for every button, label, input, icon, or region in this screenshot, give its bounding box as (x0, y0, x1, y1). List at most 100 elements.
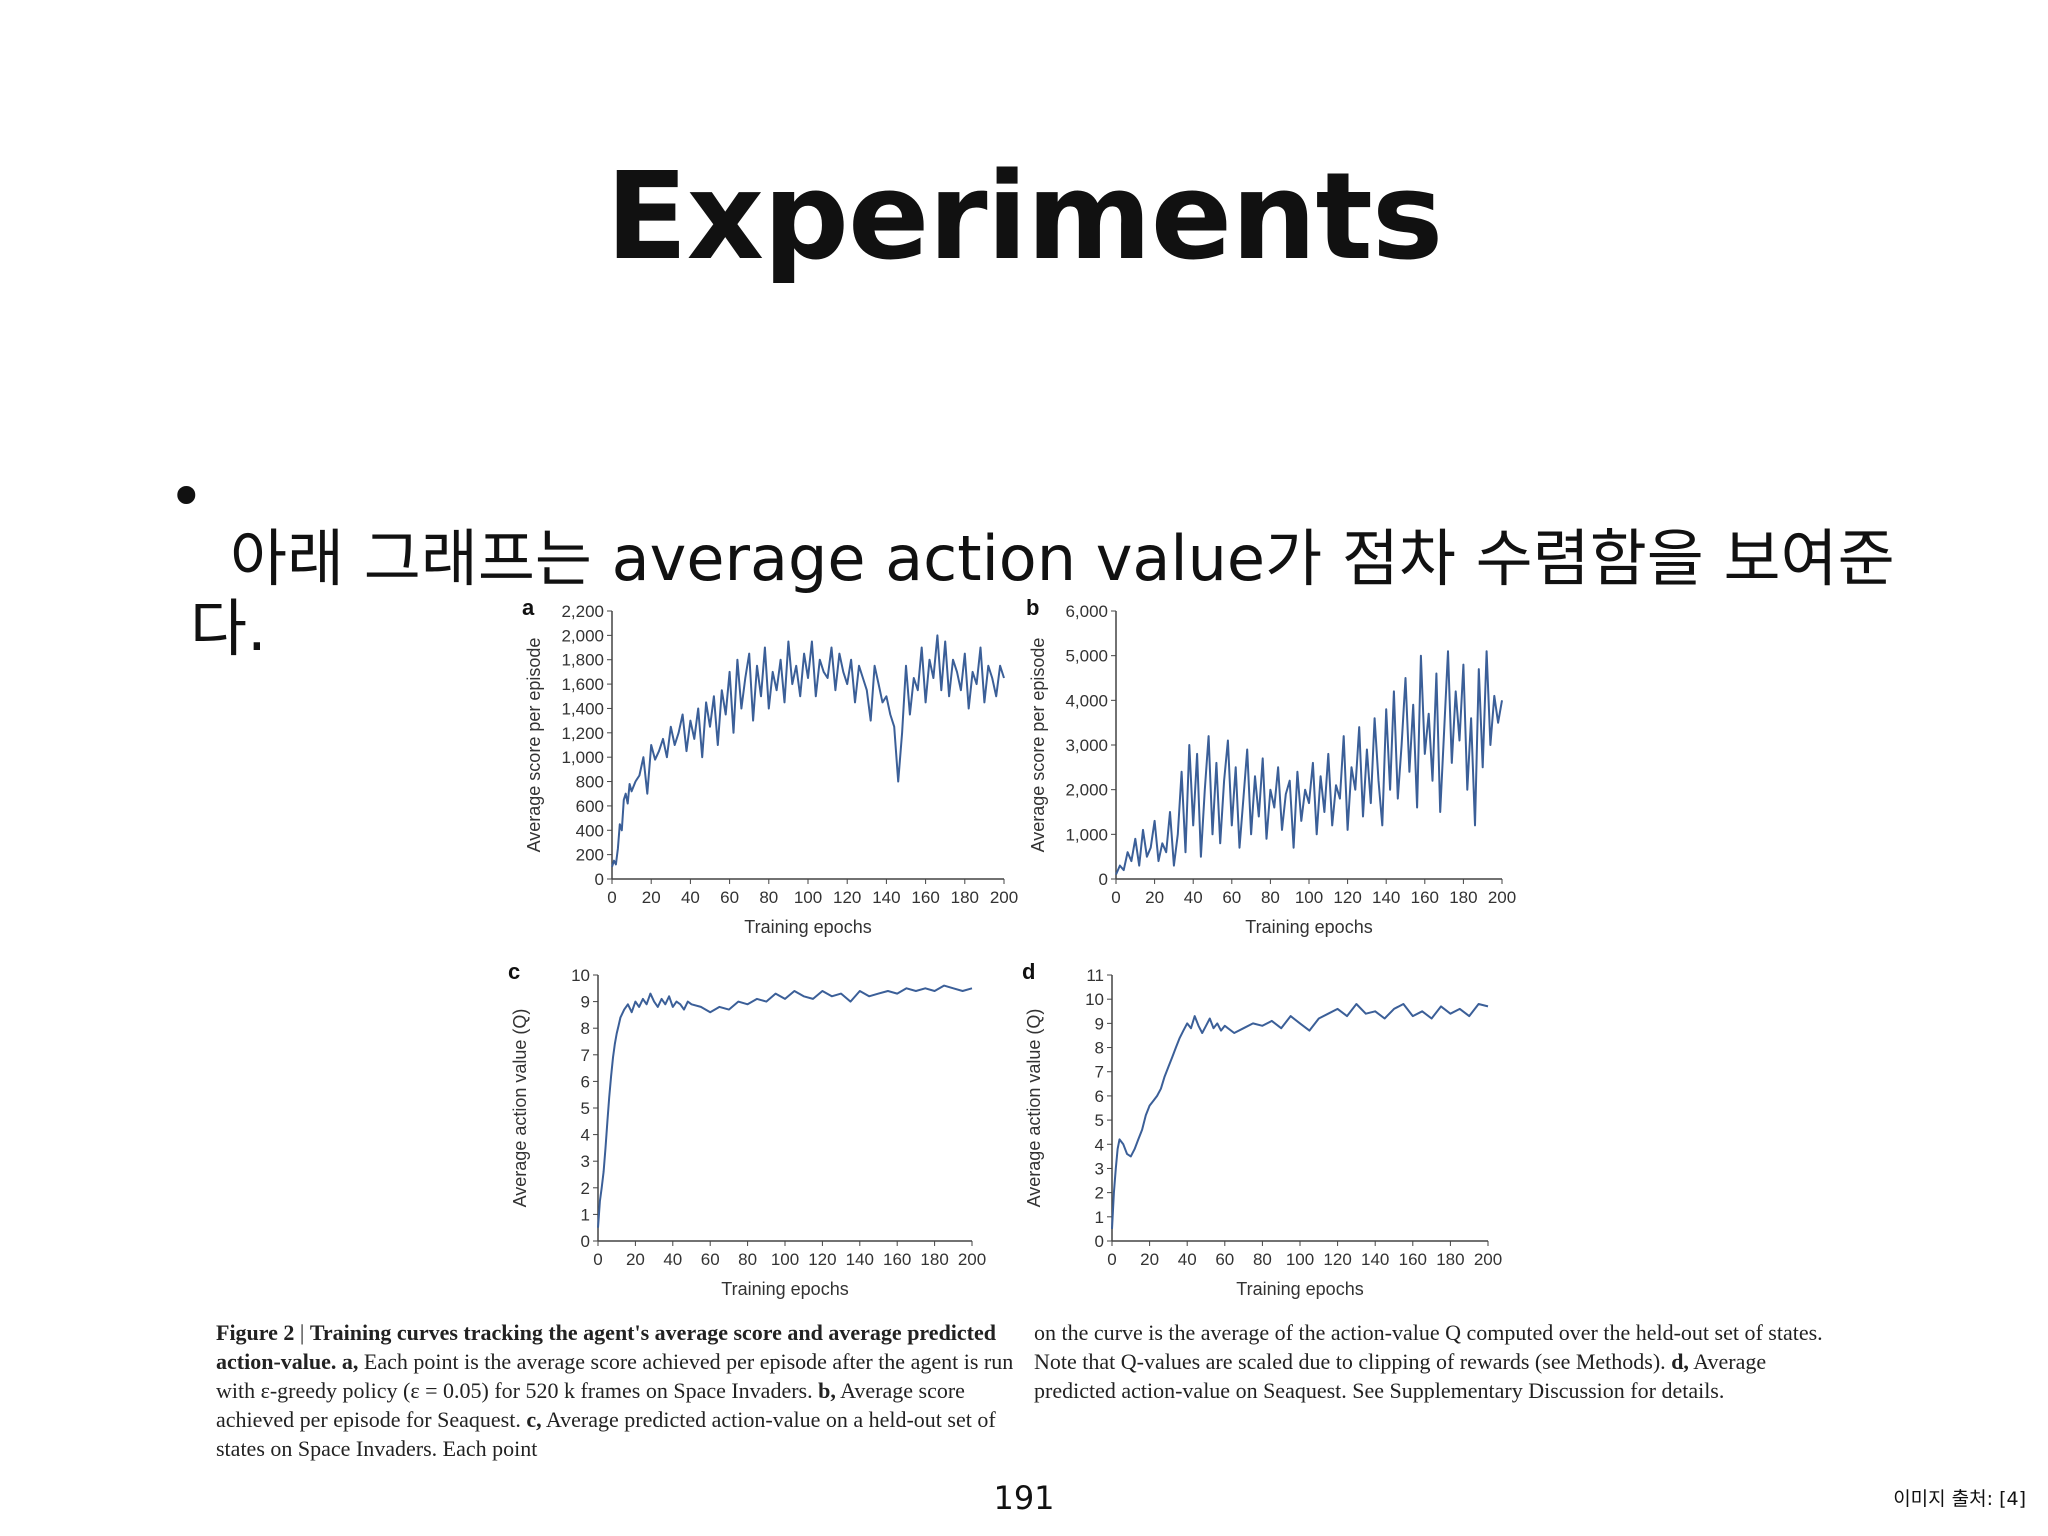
y-tick-label-c: 4 (581, 1126, 590, 1145)
x-axis-title-d: Training epochs (1236, 1279, 1363, 1299)
x-tick-label-b: 120 (1333, 888, 1361, 907)
caption-figure-label: Figure 2 (216, 1320, 295, 1345)
x-tick-label-c: 120 (808, 1250, 836, 1269)
y-tick-label-a: 1,800 (561, 651, 604, 670)
x-tick-label-d: 80 (1253, 1250, 1272, 1269)
x-tick-label-b: 80 (1261, 888, 1280, 907)
x-tick-label-a: 140 (872, 888, 900, 907)
caption-c-text-continued: on the curve is the average of the actio… (1034, 1320, 1823, 1374)
bullet-text: 아래 그래프는 average action value가 점차 수렴함을 보여… (190, 522, 1895, 665)
x-tick-label-a: 0 (607, 888, 616, 907)
caption-bold-intro: Training curves tracking the agent's ave… (216, 1320, 997, 1374)
x-tick-label-b: 100 (1295, 888, 1323, 907)
bullet-dot: • (168, 460, 205, 533)
y-tick-label-a: 600 (576, 797, 604, 816)
series-line-d (1111, 1003, 1489, 1229)
y-tick-label-c: 1 (581, 1205, 590, 1224)
x-tick-label-c: 60 (701, 1250, 720, 1269)
y-tick-label-a: 800 (576, 773, 604, 792)
caption-d-text: Average predicted action-value on Seaque… (1034, 1349, 1767, 1403)
panel-letter-b: b (1026, 595, 1039, 620)
y-tick-label-a: 1,200 (561, 724, 604, 743)
x-tick-label-c: 40 (663, 1250, 682, 1269)
y-axis-title-c: Average action value (Q) (510, 1009, 530, 1208)
x-tick-label-c: 160 (883, 1250, 911, 1269)
panel-letter-c: c (508, 959, 520, 984)
y-tick-label-d: 1 (1095, 1208, 1104, 1227)
x-axis-title-a: Training epochs (744, 917, 871, 937)
y-tick-label-d: 9 (1095, 1014, 1104, 1033)
panel-letter-a: a (522, 595, 535, 620)
y-tick-label-b: 0 (1099, 870, 1108, 889)
y-tick-label-d: 10 (1085, 990, 1104, 1009)
panel-letter-d: d (1022, 959, 1035, 984)
y-tick-label-c: 0 (581, 1232, 590, 1251)
series-line-c (597, 984, 973, 1228)
x-tick-label-c: 20 (626, 1250, 645, 1269)
y-tick-label-c: 2 (581, 1179, 590, 1198)
y-tick-label-a: 0 (595, 870, 604, 889)
y-tick-label-b: 6,000 (1065, 602, 1108, 621)
caption-a-label: a, (341, 1349, 359, 1374)
x-tick-label-d: 100 (1286, 1250, 1314, 1269)
y-tick-label-b: 3,000 (1065, 736, 1108, 755)
y-tick-label-b: 5,000 (1065, 647, 1108, 666)
figure-caption-right: on the curve is the average of the actio… (1034, 1318, 1834, 1405)
page-number: 191 (993, 1479, 1055, 1517)
y-tick-label-b: 4,000 (1065, 691, 1108, 710)
x-tick-label-d: 200 (1474, 1250, 1502, 1269)
caption-separator: | (299, 1320, 310, 1345)
y-tick-label-b: 2,000 (1065, 781, 1108, 800)
y-tick-label-c: 7 (581, 1046, 590, 1065)
x-tick-label-b: 140 (1372, 888, 1400, 907)
caption-b-text: Average score achieved per episode for S… (216, 1378, 965, 1432)
x-tick-label-b: 20 (1145, 888, 1164, 907)
x-tick-label-d: 160 (1399, 1250, 1427, 1269)
y-tick-label-c: 5 (581, 1099, 590, 1118)
y-tick-label-b: 1,000 (1065, 825, 1108, 844)
y-tick-label-d: 6 (1095, 1087, 1104, 1106)
caption-d-label: d, (1671, 1349, 1689, 1374)
x-tick-label-c: 80 (738, 1250, 757, 1269)
x-tick-label-d: 140 (1361, 1250, 1389, 1269)
caption-c-label: c, (526, 1407, 542, 1432)
y-axis-title-a: Average score per episode (524, 638, 544, 853)
x-tick-label-a: 180 (951, 888, 979, 907)
x-tick-label-a: 60 (720, 888, 739, 907)
y-tick-label-a: 2,200 (561, 602, 604, 621)
x-tick-label-d: 20 (1140, 1250, 1159, 1269)
image-source-credit: 이미지 출처: [4] (1893, 1488, 2026, 1510)
x-tick-label-b: 60 (1222, 888, 1241, 907)
y-tick-label-c: 10 (571, 966, 590, 985)
x-tick-label-b: 40 (1184, 888, 1203, 907)
x-tick-label-d: 40 (1178, 1250, 1197, 1269)
x-tick-label-a: 80 (759, 888, 778, 907)
y-tick-label-a: 200 (576, 846, 604, 865)
y-tick-label-d: 3 (1095, 1159, 1104, 1178)
x-tick-label-c: 140 (846, 1250, 874, 1269)
x-tick-label-c: 200 (958, 1250, 986, 1269)
y-tick-label-d: 11 (1086, 966, 1104, 985)
y-tick-label-d: 7 (1095, 1063, 1104, 1082)
x-tick-label-a: 160 (911, 888, 939, 907)
y-tick-label-a: 1,000 (561, 748, 604, 767)
x-tick-label-d: 0 (1107, 1250, 1116, 1269)
y-tick-label-a: 1,600 (561, 675, 604, 694)
x-tick-label-c: 100 (771, 1250, 799, 1269)
x-tick-label-c: 180 (920, 1250, 948, 1269)
x-axis-title-c: Training epochs (721, 1279, 848, 1299)
y-tick-label-d: 2 (1095, 1184, 1104, 1203)
y-tick-label-d: 0 (1095, 1232, 1104, 1251)
x-tick-label-b: 200 (1488, 888, 1516, 907)
y-tick-label-c: 6 (581, 1072, 590, 1091)
y-tick-label-d: 8 (1095, 1039, 1104, 1058)
caption-a-text: Each point is the average score achieved… (216, 1349, 1014, 1403)
series-line-a (611, 634, 1005, 868)
y-tick-label-a: 1,400 (561, 699, 604, 718)
y-axis-title-d: Average action value (Q) (1024, 1009, 1044, 1208)
x-tick-label-c: 0 (593, 1250, 602, 1269)
series-line-b (1115, 650, 1503, 875)
x-tick-label-d: 180 (1436, 1250, 1464, 1269)
x-tick-label-a: 20 (642, 888, 661, 907)
caption-b-label: b, (818, 1378, 836, 1403)
